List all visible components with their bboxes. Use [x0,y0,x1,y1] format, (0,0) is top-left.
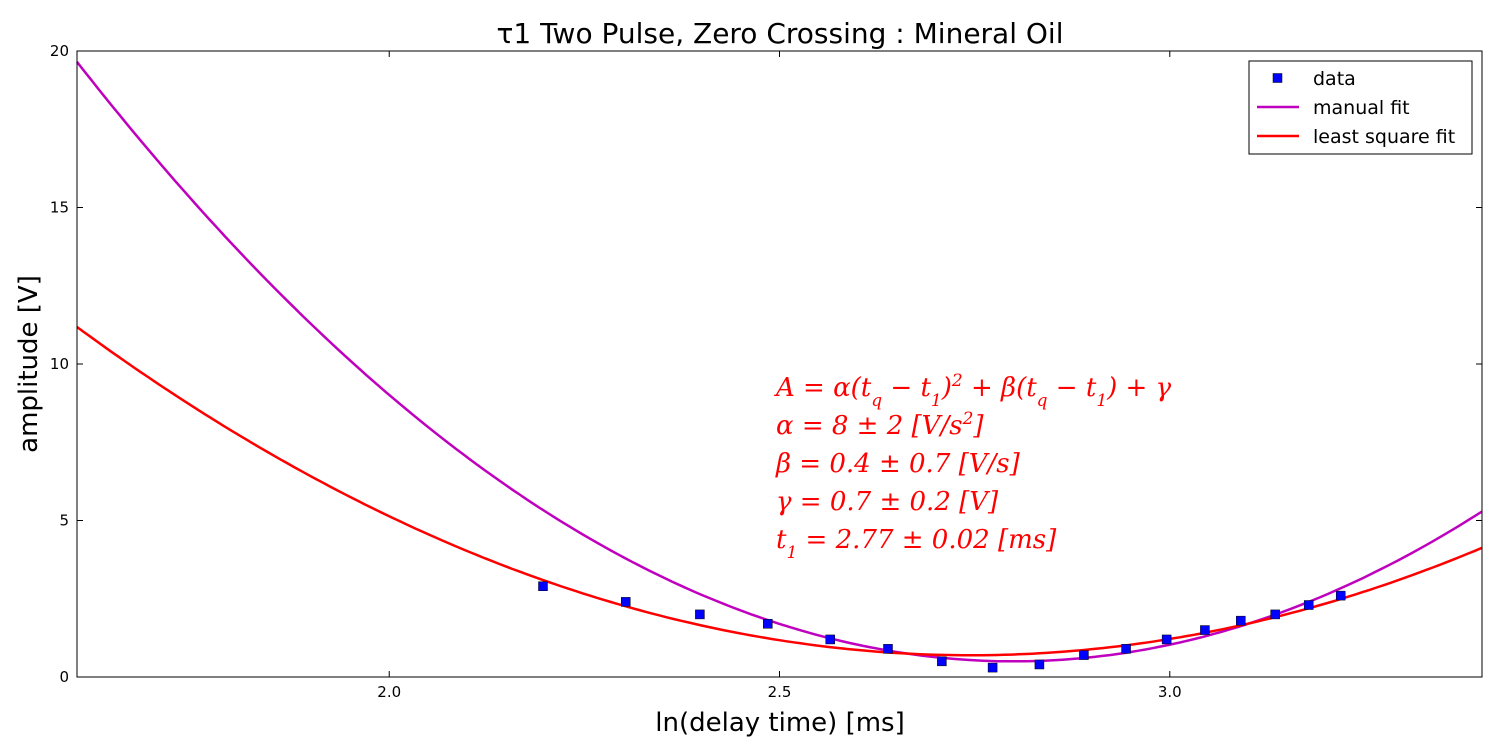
annotation-line: γ = 0.7 ± 0.2 [V] [776,487,999,517]
y-tick-label: 5 [59,512,69,530]
data-point [883,644,893,654]
legend-label: data [1313,68,1356,90]
data-point [538,581,548,591]
y-axis-label: amplitude [V] [14,275,44,453]
data-point [1079,650,1089,660]
x-tick-label: 3.0 [1158,683,1182,701]
data-point [987,662,998,673]
data-point [1121,644,1131,654]
data-point [1034,659,1045,670]
fit-curves [76,61,1483,663]
annotation-line: t1 = 2.77 ± 0.02 [ms] [776,525,1057,563]
chart-title: τ1 Two Pulse, Zero Crossing : Mineral Oi… [497,17,1064,50]
data-point [825,634,835,645]
y-tick-label: 0 [59,668,69,686]
y-tick-label: 20 [50,42,69,60]
y-tick-label: 10 [50,355,69,373]
data-point [695,609,705,620]
annotation-line: α = 8 ± 2 [V/s2] [776,409,984,441]
data-point [763,619,773,629]
fit-curve-least-square-fit [76,325,1483,657]
legend-marker [1272,73,1283,83]
data-point [1303,600,1314,610]
data-points [538,581,1346,673]
y-tick-label: 15 [50,199,69,217]
legend-label: least square fit [1313,126,1455,148]
x-axis-label: ln(delay time) [ms] [655,708,904,738]
legend-label: manual fit [1313,97,1410,119]
legend: data manual fit least square fit [1248,60,1473,155]
data-point [1270,609,1280,620]
fit-annotation: A = α(tq − t1)2 + β(tq − t1) + γα = 8 ± … [774,371,1172,563]
annotation-line: A = α(tq − t1)2 + β(tq − t1) + γ [774,371,1172,411]
x-tick-label: 2.5 [768,683,792,701]
x-tick-label: 2.0 [377,683,401,701]
axis-ticks: 2.0 2.5 3.0 0 5 10 15 20 [50,42,1482,701]
data-point [1161,634,1172,645]
data-point [620,597,631,607]
data-point [1236,615,1246,626]
data-point [1200,625,1210,635]
data-point [937,656,947,667]
annotation-line: β = 0.4 ± 0.7 [V/s] [775,449,1021,479]
data-point [1335,590,1346,601]
